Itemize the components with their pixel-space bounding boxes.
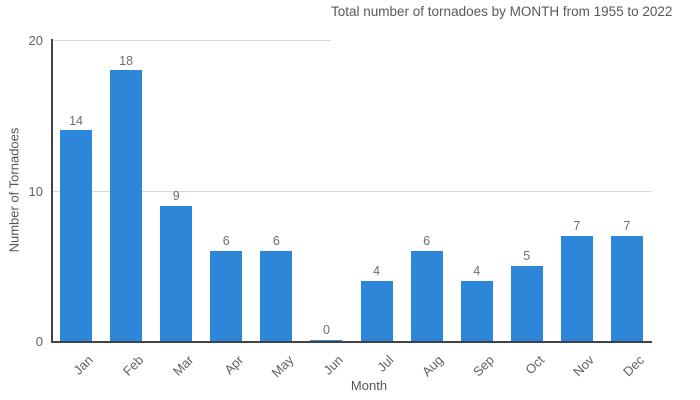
x-tick-label-jan: Jan xyxy=(70,352,96,378)
bar-jan[interactable] xyxy=(60,130,93,341)
bar-value-label-jun: 0 xyxy=(322,323,330,337)
x-tick-label-jun: Jun xyxy=(320,352,347,378)
plot-area: 14 18 9 6 6 0 4 6 4 5 7 7 xyxy=(51,39,652,343)
x-tick-label-may: May xyxy=(268,352,297,381)
bar-sep[interactable] xyxy=(460,280,493,341)
bar-value-label-jan: 14 xyxy=(69,113,83,128)
bar-value-label-aug: 6 xyxy=(423,234,431,249)
bars-container: 14 18 9 6 6 0 4 6 4 5 7 7 xyxy=(51,40,652,341)
gridline-10 xyxy=(51,190,652,192)
bar-band-apr: 6 xyxy=(201,40,251,341)
bar-band-jan: 14 xyxy=(51,40,101,341)
bar-value-label-dec: 7 xyxy=(623,219,631,234)
y-tick-label-10: 10 xyxy=(28,183,43,199)
x-tick-label-feb: Feb xyxy=(119,352,147,379)
bar-apr[interactable] xyxy=(210,250,243,341)
bar-nov[interactable] xyxy=(560,235,593,341)
bar-band-aug: 6 xyxy=(402,40,452,341)
bar-aug[interactable] xyxy=(410,250,443,341)
x-tick-label-mar: Mar xyxy=(169,352,197,379)
bar-value-label-apr: 6 xyxy=(222,234,230,249)
y-tick-label-20: 20 xyxy=(28,33,43,48)
bar-band-jun: 0 xyxy=(301,40,351,341)
bar-band-oct: 5 xyxy=(502,40,552,341)
bar-value-label-jul: 4 xyxy=(373,264,380,279)
bar-mar[interactable] xyxy=(160,205,193,341)
bar-jul[interactable] xyxy=(360,280,393,341)
x-tick-label-jul: Jul xyxy=(374,352,397,375)
bar-value-label-mar: 9 xyxy=(172,189,180,204)
bar-band-may: 6 xyxy=(251,40,301,341)
bar-value-label-nov: 7 xyxy=(573,219,581,234)
bar-band-dec: 7 xyxy=(602,40,652,341)
x-tick-label-oct: Oct xyxy=(521,352,547,378)
x-tick-label-dec: Dec xyxy=(619,352,647,380)
x-tick-label-nov: Nov xyxy=(569,352,597,380)
x-tick-label-aug: Aug xyxy=(419,352,447,380)
x-axis-title: Month xyxy=(350,378,388,393)
bar-oct[interactable] xyxy=(510,265,543,341)
bar-band-feb: 18 xyxy=(101,40,151,341)
y-tick-label-0: 0 xyxy=(35,334,43,349)
bar-feb[interactable] xyxy=(110,70,143,341)
y-axis-line xyxy=(51,39,53,341)
bar-may[interactable] xyxy=(260,250,293,341)
bar-band-nov: 7 xyxy=(552,40,602,341)
bar-value-label-may: 6 xyxy=(272,234,280,249)
bar-band-sep: 4 xyxy=(452,40,502,341)
bar-value-label-oct: 5 xyxy=(523,249,531,264)
gridline-20 xyxy=(51,40,331,41)
bar-dec[interactable] xyxy=(610,235,643,341)
bar-jun[interactable] xyxy=(310,339,343,341)
x-tick-label-apr: Apr xyxy=(221,352,247,378)
chart-title: Total number of tornadoes by MONTH from … xyxy=(331,4,673,19)
bar-band-jul: 4 xyxy=(351,40,401,341)
x-tick-label-sep: Sep xyxy=(469,352,497,380)
x-axis-line xyxy=(51,341,652,343)
bar-band-mar: 9 xyxy=(151,40,201,341)
bar-value-label-sep: 4 xyxy=(473,264,481,279)
bar-value-label-feb: 18 xyxy=(119,53,134,68)
